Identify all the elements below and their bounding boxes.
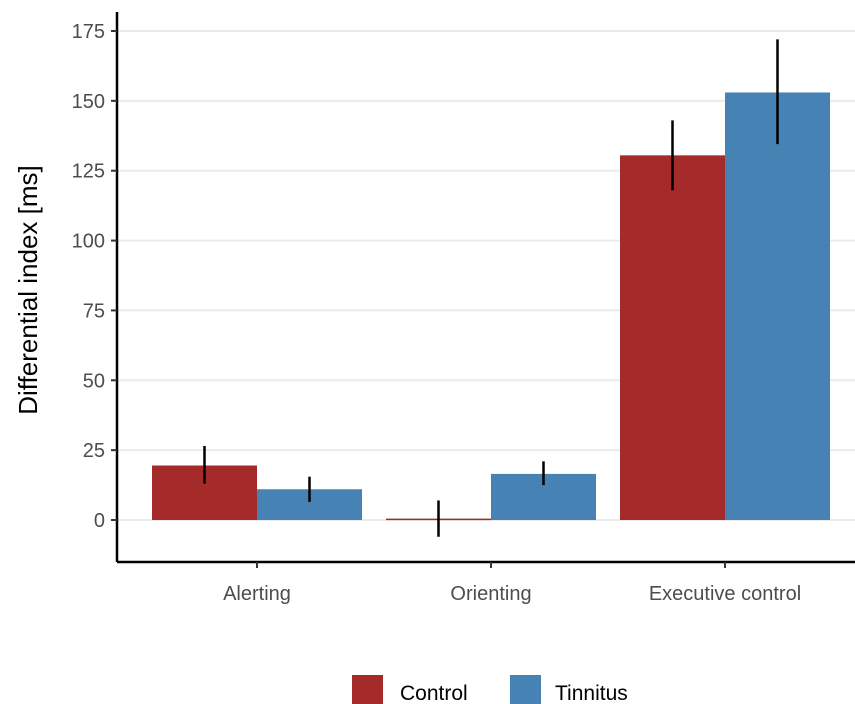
y-tick-label: 75 [83, 300, 105, 322]
legend-label-control: Control [400, 682, 468, 704]
bar-tinnitus-2 [725, 92, 830, 520]
y-tick-label: 0 [94, 510, 105, 532]
y-tick-label: 175 [72, 21, 105, 43]
x-tick-label: Executive control [649, 583, 801, 605]
x-tick-labels: Alerting Orienting Executive control [223, 583, 801, 605]
legend-swatch-control [352, 675, 383, 704]
x-tick-label: Orienting [450, 583, 531, 605]
y-tick-labels: 0 25 50 75 100 125 150 175 [72, 21, 105, 532]
legend-swatch-tinnitus [510, 675, 541, 704]
bar-control-2 [620, 155, 725, 521]
y-tick-label: 100 [72, 231, 105, 253]
y-tick-label: 125 [72, 161, 105, 183]
legend-label-tinnitus: Tinnitus [555, 682, 628, 704]
error-bars [203, 39, 779, 537]
axes [111, 12, 855, 568]
y-tick-label: 150 [72, 91, 105, 113]
y-tick-label: 25 [83, 440, 105, 462]
y-tick-label: 50 [83, 370, 105, 392]
y-gridlines [117, 30, 855, 521]
y-axis-title: Differential index [ms] [13, 165, 43, 415]
legend: Control Tinnitus [352, 675, 628, 704]
x-tick-label: Alerting [223, 583, 291, 605]
bars [152, 92, 830, 521]
